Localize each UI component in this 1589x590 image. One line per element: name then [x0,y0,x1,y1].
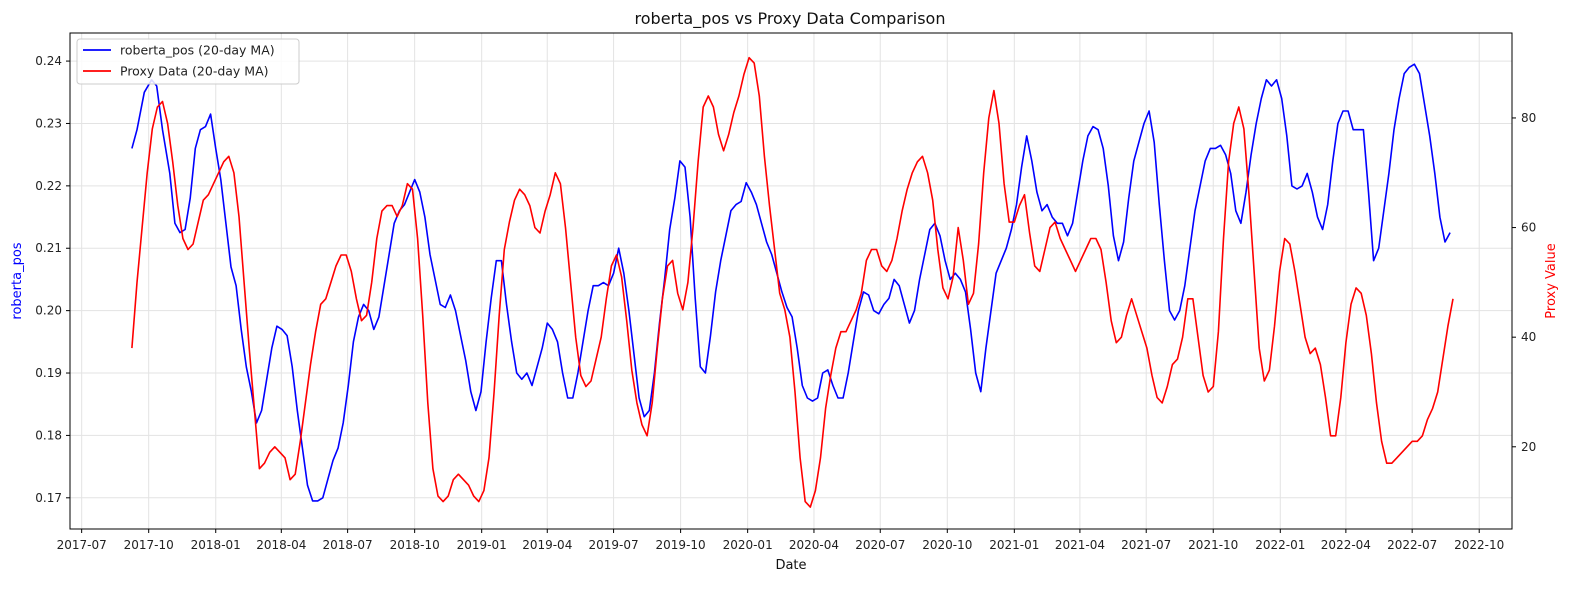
x-tick-label: 2019-01 [457,538,507,552]
plot-frame [69,32,1513,530]
series-line-1 [131,56,1454,508]
y-right-tick-label: 20 [1521,440,1536,454]
y-right-tick-label: 40 [1521,330,1536,344]
x-tick-label: 2019-10 [656,538,706,552]
y-right-tick-label: 80 [1521,111,1536,125]
y-axis-right: 20 40 60 80 [1512,111,1536,454]
legend-box [76,38,300,85]
x-tick-label: 2020-07 [855,538,905,552]
x-tick-label: 2021-10 [1188,538,1238,552]
x-tick-label: 2019-04 [522,538,572,552]
legend-label: Proxy Data (20-day MA) [120,64,269,79]
y-left-tick-label: 0.23 [35,116,62,130]
x-axis: 2017-07 2017-10 2018-01 2018-04 2018-07 2018-… [57,529,1504,552]
x-tick-label: 2020-10 [922,538,972,552]
x-tick-label: 2020-04 [789,538,839,552]
x-tick-label: 2022-04 [1321,538,1371,552]
y-left-tick-label: 0.22 [35,179,62,193]
x-tick-label: 2018-01 [191,538,241,552]
x-tick-label: 2021-04 [1055,538,1105,552]
legend-label: roberta_pos (20-day MA) [120,43,275,58]
y-left-tick-label: 0.17 [35,491,62,505]
y-right-tick-label: 60 [1521,221,1536,235]
x-tick-label: 2021-07 [1121,538,1171,552]
y-left-tick-label: 0.18 [35,428,62,442]
x-tick-label: 2022-01 [1255,538,1305,552]
x-tick-label: 2021-01 [989,538,1039,552]
grid [70,33,1512,529]
legend: roberta_pos (20-day MA) Proxy Data (20-da… [76,38,300,85]
x-tick-label: 2018-10 [390,538,440,552]
series-layer [131,56,1454,508]
chart-title: roberta_pos vs Proxy Data Comparison [635,9,946,29]
y-axis-left: 0.17 0.18 0.19 0.20 0.21 0.22 0.23 0.24 [35,54,70,505]
y-axis-right-title: Proxy Value [1544,243,1559,318]
y-axis-left-title: roberta_pos [10,242,25,319]
x-tick-label: 2022-07 [1387,538,1437,552]
x-axis-title: Date [775,558,806,573]
y-left-tick-label: 0.20 [35,304,62,318]
y-left-tick-label: 0.19 [35,366,62,380]
y-left-tick-label: 0.21 [35,241,62,255]
x-tick-label: 2018-04 [256,538,306,552]
x-tick-label: 2019-07 [589,538,639,552]
y-left-tick-label: 0.24 [35,54,62,68]
x-tick-label: 2018-07 [323,538,373,552]
x-tick-label: 2017-07 [57,538,107,552]
x-tick-label: 2022-10 [1454,538,1504,552]
x-tick-label: 2020-01 [723,538,773,552]
x-tick-label: 2017-10 [124,538,174,552]
series-line-0 [131,63,1451,502]
